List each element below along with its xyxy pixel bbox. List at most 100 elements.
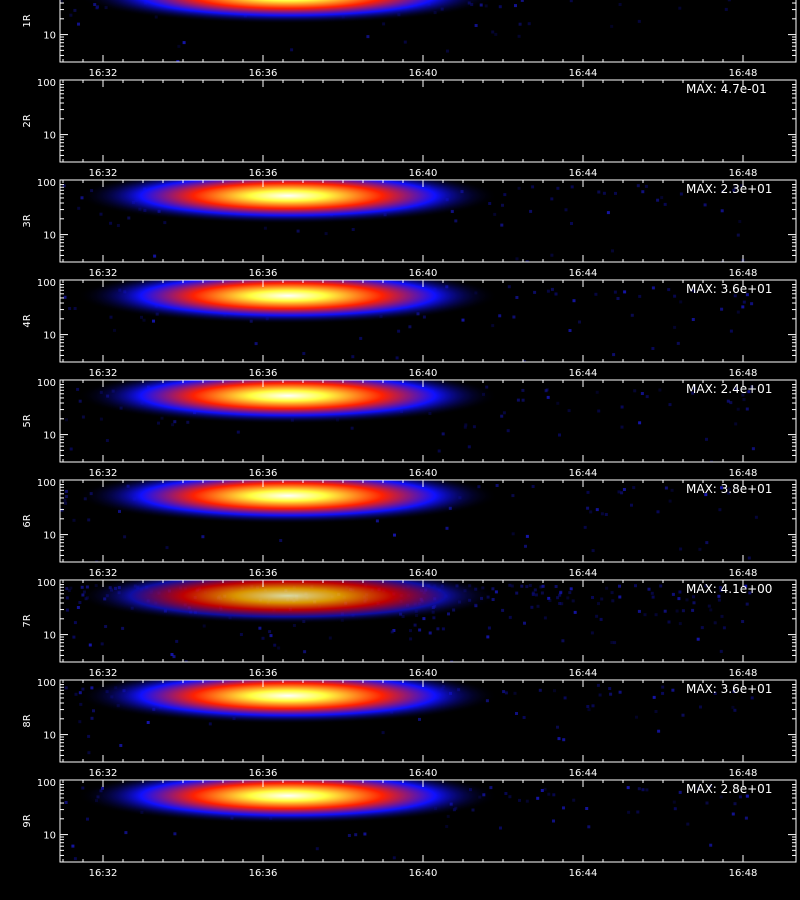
noise-pixel — [691, 318, 695, 321]
noise-pixel — [523, 360, 526, 362]
noise-pixel — [587, 825, 591, 829]
noise-pixel — [258, 626, 262, 630]
noise-pixel — [718, 508, 722, 512]
noise-pixel — [142, 318, 146, 322]
noise-pixel — [546, 289, 550, 293]
noise-pixel — [673, 325, 677, 329]
noise-pixel — [660, 196, 664, 200]
noise-pixel — [397, 329, 401, 333]
noise-pixel — [486, 635, 490, 639]
x-tick-label: 16:40 — [409, 668, 438, 679]
noise-pixel — [659, 584, 663, 588]
noise-pixel — [754, 515, 758, 519]
noise-pixel — [750, 302, 754, 306]
noise-pixel — [510, 584, 514, 588]
noise-pixel — [550, 253, 554, 257]
noise-pixel — [165, 546, 169, 550]
noise-pixel — [612, 353, 616, 357]
noise-pixel — [571, 599, 575, 603]
noise-pixel — [671, 592, 675, 596]
noise-pixel — [503, 193, 507, 197]
y-tick-label: 100 — [37, 178, 56, 189]
noise-pixel — [67, 589, 71, 592]
noise-pixel — [543, 616, 547, 620]
x-tick-label: 16:32 — [89, 268, 118, 279]
noise-pixel — [703, 203, 707, 207]
noise-pixel — [721, 190, 725, 193]
noise-pixel — [641, 190, 645, 194]
noise-pixel — [354, 833, 358, 837]
noise-pixel — [747, 390, 751, 394]
noise-pixel — [552, 819, 555, 823]
noise-pixel — [562, 738, 566, 742]
noise-pixel — [525, 585, 529, 589]
noise-pixel — [750, 385, 754, 389]
panel-frame — [59, 679, 797, 763]
noise-pixel — [630, 503, 633, 507]
noise-pixel — [546, 395, 550, 399]
noise-pixel — [531, 485, 535, 488]
noise-pixel — [160, 416, 164, 420]
noise-pixel — [511, 494, 515, 498]
noise-pixel — [561, 639, 565, 643]
noise-pixel — [570, 185, 574, 189]
panel-5R: 10 100 16:32 16:36 16:40 16:44 16:48 5R MAX: 2.4… — [22, 378, 797, 479]
x-tick-label: 16:36 — [249, 68, 278, 79]
noise-pixel — [504, 691, 508, 695]
y-tick-label: 100 — [37, 578, 56, 589]
noise-pixel — [501, 608, 505, 612]
noise-pixel — [68, 307, 72, 310]
noise-pixel — [69, 447, 73, 451]
noise-pixel — [618, 584, 621, 588]
noise-pixel — [382, 22, 386, 26]
noise-pixel — [618, 595, 622, 599]
noise-pixel — [626, 786, 630, 790]
panel-2R: 10 100 16:32 16:36 16:40 16:44 16:48 2R MAX: 4.7… — [22, 78, 797, 179]
noise-pixel — [351, 228, 355, 231]
panel-frame — [59, 479, 797, 563]
noise-pixel — [613, 641, 617, 645]
noise-pixel — [105, 439, 109, 442]
x-tick-label: 16:48 — [729, 868, 758, 879]
panel-frame — [59, 579, 797, 663]
noise-pixel — [569, 587, 573, 591]
noise-pixel — [72, 635, 76, 639]
noise-pixel — [583, 525, 587, 529]
noise-pixel — [611, 599, 615, 603]
noise-pixel — [65, 596, 69, 600]
noise-pixel — [668, 403, 672, 407]
noise-pixel — [81, 786, 85, 790]
noise-pixel — [720, 307, 724, 311]
noise-pixel — [69, 13, 73, 17]
noise-pixel — [508, 615, 512, 619]
noise-pixel — [548, 599, 552, 602]
panel-frame — [59, 0, 797, 63]
noise-pixel — [487, 626, 491, 630]
y-tick-label: 100 — [37, 378, 56, 389]
noise-pixel — [491, 324, 495, 328]
noise-pixel — [472, 425, 476, 429]
noise-pixel — [692, 386, 696, 390]
noise-pixel — [691, 608, 695, 612]
noise-pixel — [604, 513, 608, 516]
x-tick-label: 16:40 — [409, 568, 438, 579]
x-tick-label: 16:48 — [729, 68, 758, 79]
noise-pixel — [745, 602, 749, 606]
noise-pixel — [685, 598, 689, 602]
panel-max-label: MAX: 4.7e-01 — [686, 82, 767, 96]
noise-pixel — [516, 398, 520, 402]
noise-pixel — [661, 691, 665, 695]
noise-pixel — [705, 801, 709, 805]
noise-pixel — [463, 425, 467, 429]
noise-pixel — [661, 685, 665, 689]
noise-pixel — [515, 591, 519, 595]
y-tick-label: 100 — [37, 78, 56, 89]
noise-pixel — [494, 590, 498, 594]
noise-pixel — [599, 617, 603, 621]
noise-pixel — [302, 352, 306, 355]
noise-pixel — [556, 725, 559, 729]
noise-pixel — [177, 44, 181, 48]
noise-pixel — [541, 584, 545, 588]
noise-pixel — [543, 787, 547, 791]
noise-pixel — [597, 602, 600, 606]
